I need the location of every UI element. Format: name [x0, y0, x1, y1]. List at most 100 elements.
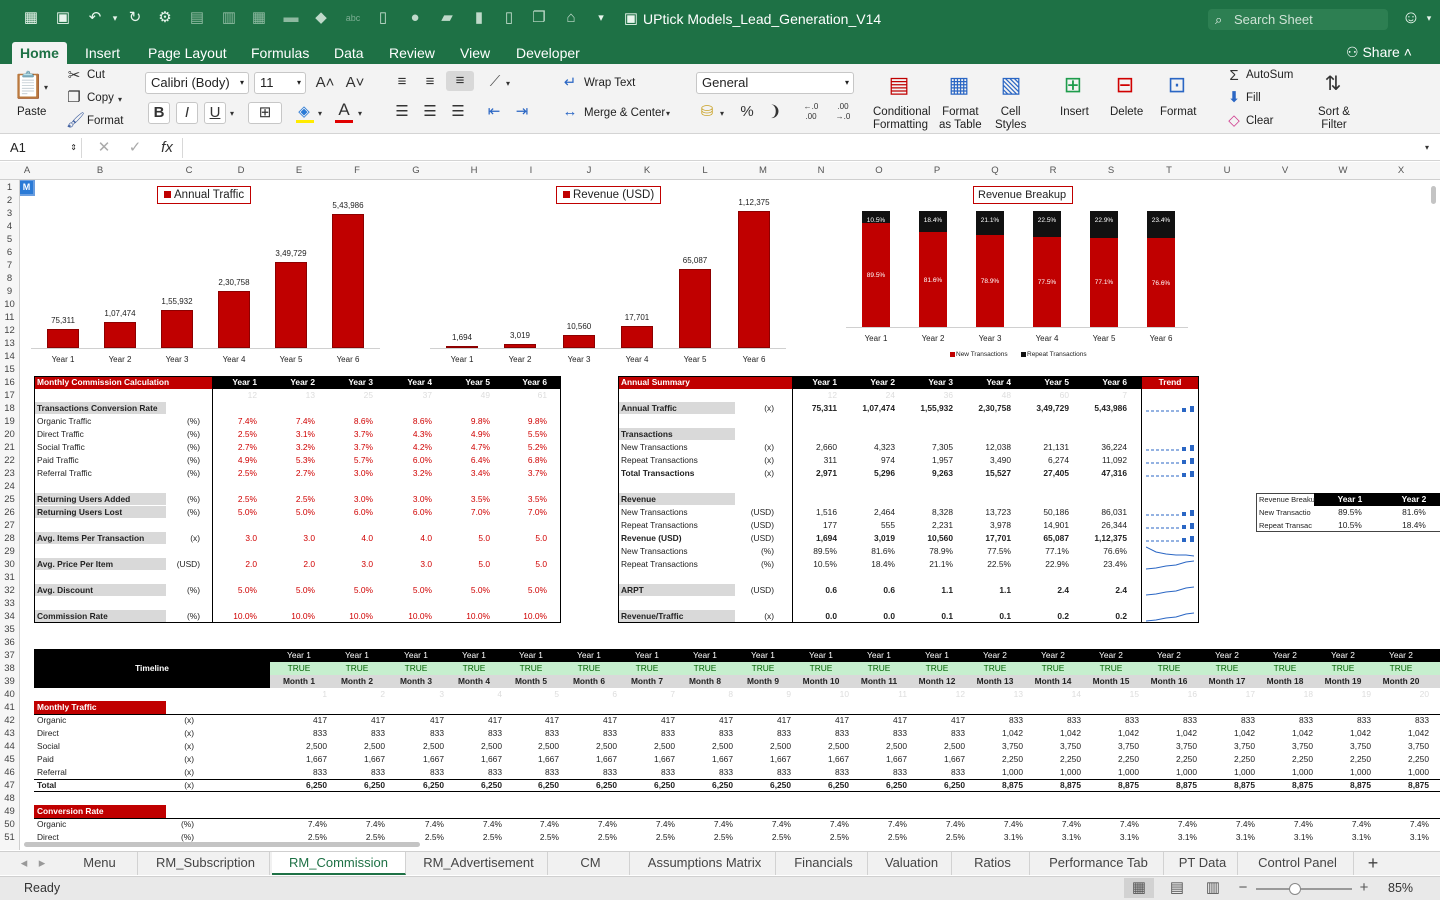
add-sheet-button[interactable]: +: [1367, 853, 1379, 873]
home-icon[interactable]: ⌂: [566, 9, 576, 26]
row-header-3[interactable]: 3: [6, 208, 13, 219]
row-header-23[interactable]: 23: [4, 468, 15, 479]
row-header-29[interactable]: 29: [4, 546, 15, 557]
underline-dropdown-icon[interactable]: ▾: [230, 109, 235, 118]
conditional-formatting-icon[interactable]: ▤: [888, 72, 910, 97]
shapes-icon[interactable]: ◆: [315, 9, 327, 26]
row-header-39[interactable]: 39: [4, 676, 15, 687]
redo-icon[interactable]: ↻: [128, 9, 142, 26]
align-top-icon[interactable]: ≡: [397, 73, 407, 90]
insert-function-button[interactable]: fx: [161, 139, 173, 156]
breakup-repeat-segment[interactable]: [919, 211, 947, 233]
merge-center-icon[interactable]: ↔: [562, 103, 578, 120]
column-header-x[interactable]: X: [1397, 165, 1405, 176]
format-as-table-button[interactable]: Format as Table: [939, 106, 982, 132]
traffic-bar[interactable]: [161, 309, 193, 348]
row-header-30[interactable]: 30: [4, 559, 15, 570]
column-header-e[interactable]: E: [295, 165, 303, 176]
row-header-41[interactable]: 41: [4, 702, 15, 713]
insert-cells-icon[interactable]: ⊞: [1063, 72, 1083, 97]
confirm-formula-icon[interactable]: ✓: [128, 139, 142, 156]
number-format-select[interactable]: General ▾: [696, 72, 854, 94]
increase-font-size-icon[interactable]: A˄: [315, 74, 335, 91]
row-header-50[interactable]: 50: [4, 819, 15, 830]
row-header-16[interactable]: 16: [4, 377, 15, 388]
breakup-new-segment[interactable]: [1033, 237, 1061, 327]
formula-input[interactable]: [182, 138, 1422, 158]
bold-button[interactable]: B: [148, 102, 170, 124]
sheet-tab-financials[interactable]: Financials: [780, 852, 868, 875]
column-header-m[interactable]: M: [759, 165, 767, 176]
align-left-icon[interactable]: ☰: [395, 103, 409, 120]
conditional-formatting-button[interactable]: Conditional Formatting: [873, 106, 931, 132]
row-header-40[interactable]: 40: [4, 689, 15, 700]
zoom-in-icon[interactable]: +: [1359, 879, 1369, 896]
feedback-smiley-icon[interactable]: ☺: [1401, 7, 1421, 27]
insert-cells-button[interactable]: Insert: [1060, 106, 1089, 118]
macro-icon[interactable]: ⚙: [158, 9, 172, 26]
toolbar-icon[interactable]: ▦: [251, 9, 267, 26]
merge-dropdown-icon[interactable]: ▾: [666, 109, 671, 118]
row-header-28[interactable]: 28: [4, 533, 15, 544]
search-input[interactable]: ⌕ Search Sheet: [1208, 9, 1388, 30]
revenue-bar[interactable]: [563, 335, 595, 348]
align-center-icon[interactable]: ☰: [423, 103, 437, 120]
revenue-bar[interactable]: [738, 211, 770, 348]
traffic-bar[interactable]: [47, 329, 79, 348]
row-header-19[interactable]: 19: [4, 416, 15, 427]
row-header-31[interactable]: 31: [4, 572, 15, 583]
column-header-o[interactable]: O: [875, 165, 883, 176]
font-color-dropdown-icon[interactable]: ▾: [358, 109, 363, 118]
revenue-bar[interactable]: [679, 268, 711, 348]
cut-button[interactable]: Cut: [87, 69, 105, 81]
paste-dropdown-icon[interactable]: ▾: [44, 83, 49, 92]
orientation-icon[interactable]: ⟋: [489, 73, 501, 90]
cell-styles-button[interactable]: Cell Styles: [995, 106, 1026, 132]
expand-formula-icon[interactable]: ▾: [1425, 143, 1430, 152]
traffic-bar[interactable]: [218, 291, 250, 348]
row-header-49[interactable]: 49: [4, 806, 15, 817]
row-header-45[interactable]: 45: [4, 754, 15, 765]
column-header-a[interactable]: A: [23, 165, 31, 176]
orientation-dropdown-icon[interactable]: ▾: [506, 79, 511, 88]
save-icon[interactable]: ▣: [55, 9, 71, 26]
page-layout-view-icon[interactable]: ▤: [1169, 879, 1185, 896]
row-header-37[interactable]: 37: [4, 650, 15, 661]
worksheet[interactable]: M Annual Traffic 75,311 Year 1 1,07,474 Year…: [20, 180, 1440, 850]
customize-toolbar-icon[interactable]: ▾: [598, 12, 604, 24]
sheet-tab-cm[interactable]: CM: [552, 852, 630, 875]
autosum-button[interactable]: AutoSum: [1246, 69, 1294, 81]
column-header-d[interactable]: D: [237, 165, 245, 176]
horizontal-scrollbar[interactable]: [24, 842, 420, 847]
sort-filter-icon[interactable]: ⇅: [1324, 73, 1342, 95]
wrap-text-button[interactable]: Wrap Text: [584, 77, 636, 89]
circle-icon[interactable]: ●: [410, 9, 420, 26]
revenue-bar[interactable]: [446, 345, 478, 348]
vertical-scrollbar[interactable]: [1431, 186, 1436, 204]
sheet-tab-control-panel[interactable]: Control Panel: [1242, 852, 1354, 875]
revenue-bar[interactable]: [504, 344, 536, 348]
row-header-4[interactable]: 4: [6, 221, 13, 232]
column-header-u[interactable]: U: [1223, 165, 1231, 176]
cut-icon[interactable]: ✂: [67, 67, 81, 84]
share-button[interactable]: ⚇ Share ˄: [1346, 42, 1412, 62]
row-header-38[interactable]: 38: [4, 663, 15, 674]
format-painter-button[interactable]: Format: [87, 115, 124, 127]
row-header-48[interactable]: 48: [4, 793, 15, 804]
merge-center-button[interactable]: Merge & Center: [584, 107, 666, 119]
fill-icon[interactable]: ⬇: [1227, 89, 1241, 106]
sheet-tab-valuation[interactable]: Valuation: [872, 852, 952, 875]
traffic-bar[interactable]: [275, 261, 307, 348]
breakup-repeat-segment[interactable]: [1090, 211, 1118, 238]
row-header-26[interactable]: 26: [4, 507, 15, 518]
column-header-t[interactable]: T: [1166, 165, 1172, 176]
breakup-new-segment[interactable]: [1147, 238, 1175, 327]
increase-decimal-icon[interactable]: ←.0.00: [803, 102, 819, 121]
column-header-w[interactable]: W: [1338, 165, 1348, 176]
align-bottom-icon[interactable]: ≡: [446, 71, 474, 91]
row-header-10[interactable]: 10: [4, 299, 15, 310]
sidebar-toggle-icon[interactable]: ▦: [23, 9, 39, 26]
traffic-bar[interactable]: [104, 321, 136, 348]
cancel-formula-icon[interactable]: ✕: [97, 139, 111, 156]
format-as-table-icon[interactable]: ▦: [948, 72, 970, 97]
